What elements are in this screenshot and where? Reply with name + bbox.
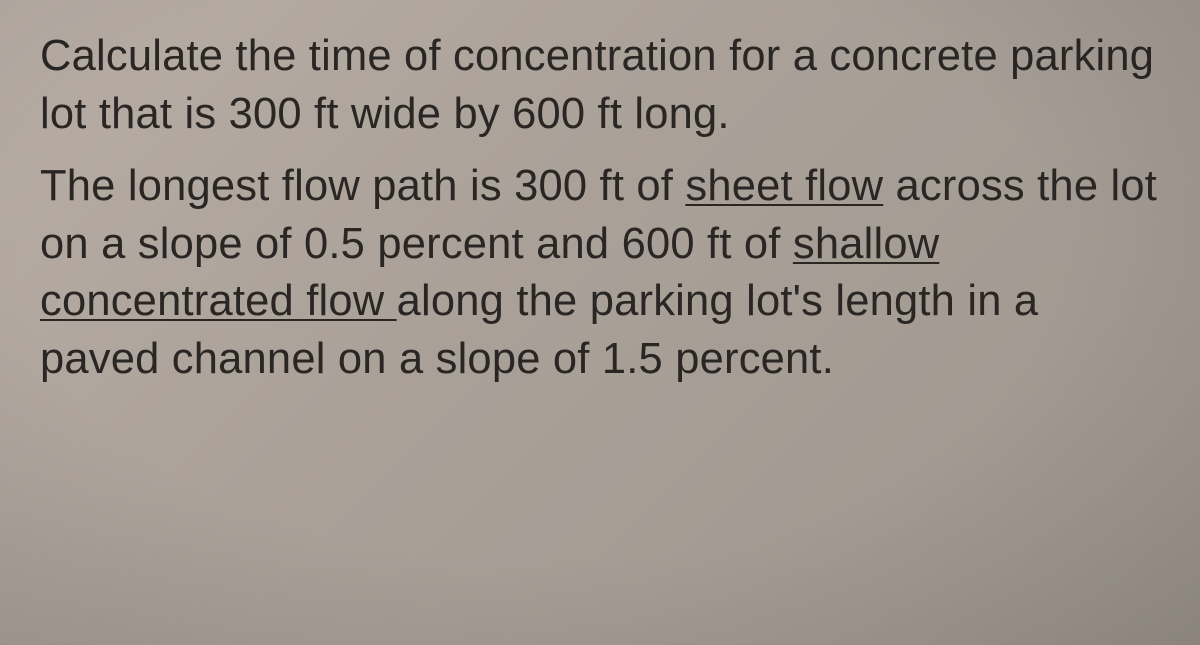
paragraph-2: The longest flow path is 300 ft of sheet… [40, 158, 1168, 389]
paragraph-1: Calculate the time of concentration for … [40, 28, 1168, 144]
p1-seg-0: Calculate the time of concentration for … [40, 32, 1154, 138]
p2-seg-1-underlined: sheet flow [685, 162, 883, 210]
p2-seg-0: The longest flow path is 300 ft of [40, 162, 685, 210]
problem-text-page: Calculate the time of concentration for … [0, 0, 1200, 645]
